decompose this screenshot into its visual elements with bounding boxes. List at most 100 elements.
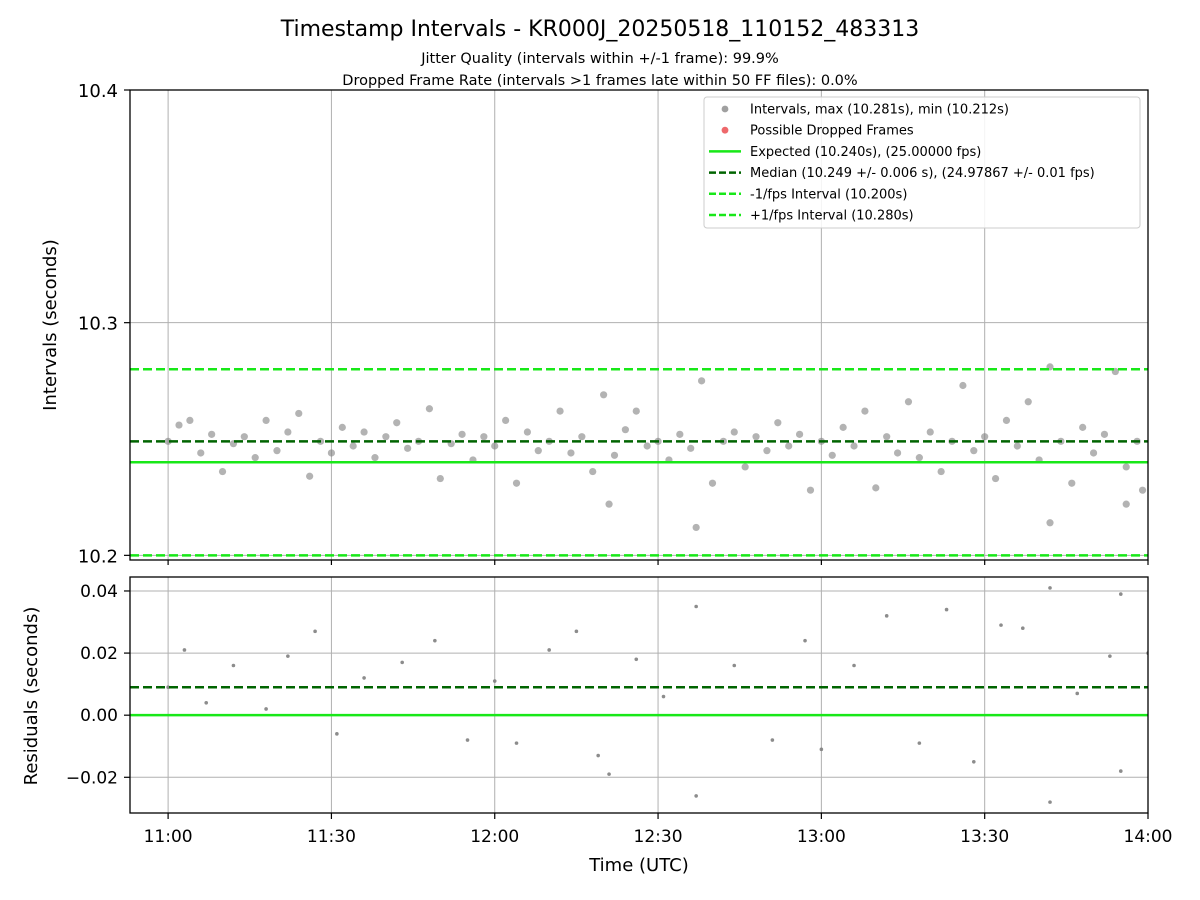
residual-point	[732, 663, 737, 668]
residual-point	[1020, 626, 1025, 631]
interval-point	[556, 407, 564, 415]
interval-point	[883, 433, 891, 441]
residual-point	[634, 657, 639, 662]
interval-point	[164, 437, 172, 445]
x-tick-label: 12:30	[634, 827, 683, 847]
residual-point	[917, 741, 922, 745]
interval-point	[578, 433, 586, 441]
residual-point	[231, 663, 236, 668]
residuals-y-tick-label: −0.02	[66, 768, 118, 788]
legend-label: Intervals, max (10.281s), min (10.212s)	[750, 103, 1009, 118]
residual-point	[286, 654, 290, 658]
interval-point	[1068, 479, 1076, 487]
interval-point	[589, 467, 597, 476]
x-tick-label: 11:00	[144, 827, 193, 847]
interval-point	[1046, 519, 1054, 527]
residual-point	[852, 663, 856, 668]
residual-point	[1118, 769, 1123, 773]
interval-point	[1100, 430, 1109, 438]
residuals-y-ticks: −0.02 0.00 0.02 0.04	[66, 582, 130, 788]
interval-point	[806, 486, 815, 494]
interval-point	[295, 409, 303, 418]
interval-point	[861, 407, 869, 415]
residual-point	[971, 759, 976, 764]
residual-point	[661, 694, 666, 699]
interval-point	[1002, 416, 1011, 424]
residual-point	[492, 679, 497, 683]
interval-point	[197, 449, 205, 457]
interval-point	[872, 484, 880, 492]
x-axis-label: Time (UTC)	[588, 855, 689, 876]
interval-point	[600, 391, 608, 399]
interval-point	[534, 447, 542, 455]
interval-point	[981, 433, 989, 441]
interval-point	[1089, 449, 1098, 457]
interval-point	[915, 454, 923, 462]
interval-point	[1024, 398, 1032, 406]
intervals-y-tick-label: 10.2	[78, 546, 118, 567]
intervals-y-ticks: 10.2 10.3 10.4	[78, 81, 130, 567]
residuals-y-axis-label: Residuals (seconds)	[21, 607, 42, 786]
interval-point	[273, 447, 281, 455]
x-tick-label: 11:30	[307, 827, 356, 847]
residual-point	[362, 676, 366, 680]
interval-point	[937, 467, 945, 476]
interval-point	[284, 428, 292, 436]
residual-point	[1118, 592, 1123, 596]
time-x-ticks: 11:00 11:30 12:00 12:30 13:00 13:30 14:00	[144, 560, 1173, 847]
residual-point	[574, 629, 579, 634]
interval-point	[1138, 486, 1147, 494]
interval-point	[893, 449, 902, 457]
interval-point	[175, 421, 183, 429]
residual-point	[465, 738, 470, 742]
residual-point	[694, 794, 698, 798]
residual-point	[596, 753, 600, 758]
interval-point	[741, 463, 749, 471]
legend-marker	[721, 126, 729, 134]
interval-point	[393, 419, 401, 427]
figure-title: Timestamp Intervals - KR000J_20250518_11…	[280, 17, 920, 42]
interval-point	[338, 423, 346, 431]
residual-point	[694, 604, 698, 609]
interval-point	[1013, 442, 1021, 450]
residual-point	[770, 738, 775, 742]
residuals-grid	[130, 577, 1149, 813]
interval-point	[610, 451, 619, 459]
residual-point	[884, 614, 889, 618]
x-tick-label: 12:00	[470, 827, 519, 847]
interval-point	[502, 416, 510, 424]
intervals-legend: Intervals, max (10.281s), min (10.212s) P…	[703, 96, 1141, 229]
residual-point	[313, 629, 317, 634]
intervals-points	[164, 363, 1147, 532]
figure-subtitle-dropped: Dropped Frame Rate (intervals >1 frames …	[342, 73, 857, 89]
legend-label: +1/fps Interval (10.280s)	[750, 209, 914, 224]
interval-point	[687, 444, 695, 452]
residual-point	[607, 772, 611, 776]
interval-point	[621, 426, 629, 434]
interval-point	[382, 433, 390, 441]
interval-point	[763, 447, 771, 455]
interval-point	[692, 523, 700, 532]
residuals-reference-lines	[130, 685, 1148, 717]
legend-label: Expected (10.240s), (25.00000 fps)	[750, 145, 981, 160]
residuals-y-tick-label: 0.04	[80, 582, 118, 602]
intervals-y-tick-label: 10.3	[78, 314, 118, 335]
interval-point	[306, 472, 314, 480]
residual-point	[182, 648, 187, 652]
residual-point	[1048, 586, 1052, 590]
interval-point	[1122, 463, 1130, 471]
residual-point	[1075, 691, 1080, 696]
interval-point	[349, 442, 357, 450]
residual-point	[514, 741, 519, 745]
residual-point	[1048, 800, 1052, 804]
interval-point	[970, 447, 978, 455]
interval-point	[208, 430, 216, 438]
interval-point	[251, 454, 259, 462]
x-tick-label: 13:30	[960, 827, 1009, 847]
interval-point	[458, 430, 466, 438]
interval-point	[904, 398, 913, 406]
residual-point	[803, 638, 807, 643]
intervals-reference-lines	[130, 367, 1148, 557]
intervals-y-axis-label: Intervals (seconds)	[40, 239, 61, 411]
